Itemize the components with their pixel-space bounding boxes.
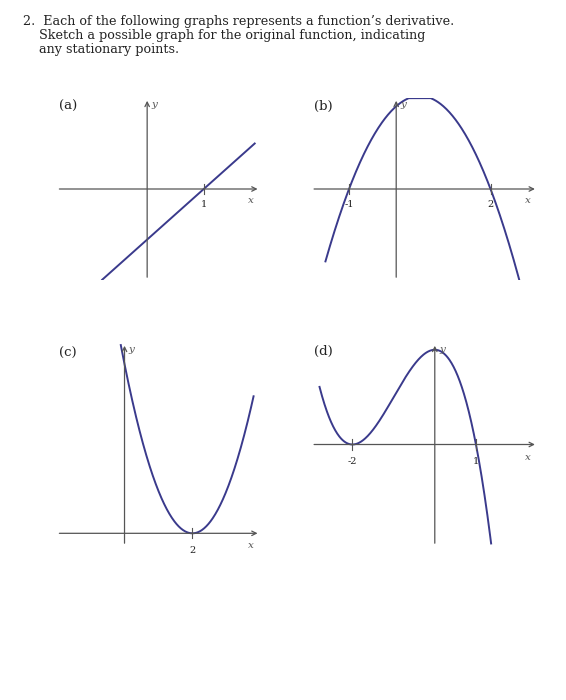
Text: 1: 1: [200, 200, 207, 209]
Text: x: x: [525, 196, 531, 205]
Text: -1: -1: [344, 200, 354, 209]
Text: y: y: [128, 345, 135, 354]
Text: (c): (c): [59, 346, 76, 360]
Text: x: x: [525, 453, 531, 461]
Text: (a): (a): [59, 100, 77, 113]
Text: 2: 2: [189, 546, 196, 555]
Text: x: x: [248, 541, 254, 550]
Text: 2: 2: [487, 200, 494, 209]
Text: x: x: [248, 196, 254, 205]
Text: any stationary points.: any stationary points.: [23, 43, 179, 57]
Text: 1: 1: [473, 457, 479, 466]
Text: Sketch a possible graph for the original function, indicating: Sketch a possible graph for the original…: [23, 29, 425, 43]
Text: -2: -2: [348, 457, 357, 466]
Text: y: y: [401, 100, 406, 108]
Text: (b): (b): [314, 100, 332, 113]
Text: (d): (d): [314, 345, 332, 358]
Text: y: y: [151, 100, 157, 108]
Text: y: y: [439, 345, 445, 354]
Text: 2.  Each of the following graphs represents a function’s derivative.: 2. Each of the following graphs represen…: [23, 15, 454, 29]
